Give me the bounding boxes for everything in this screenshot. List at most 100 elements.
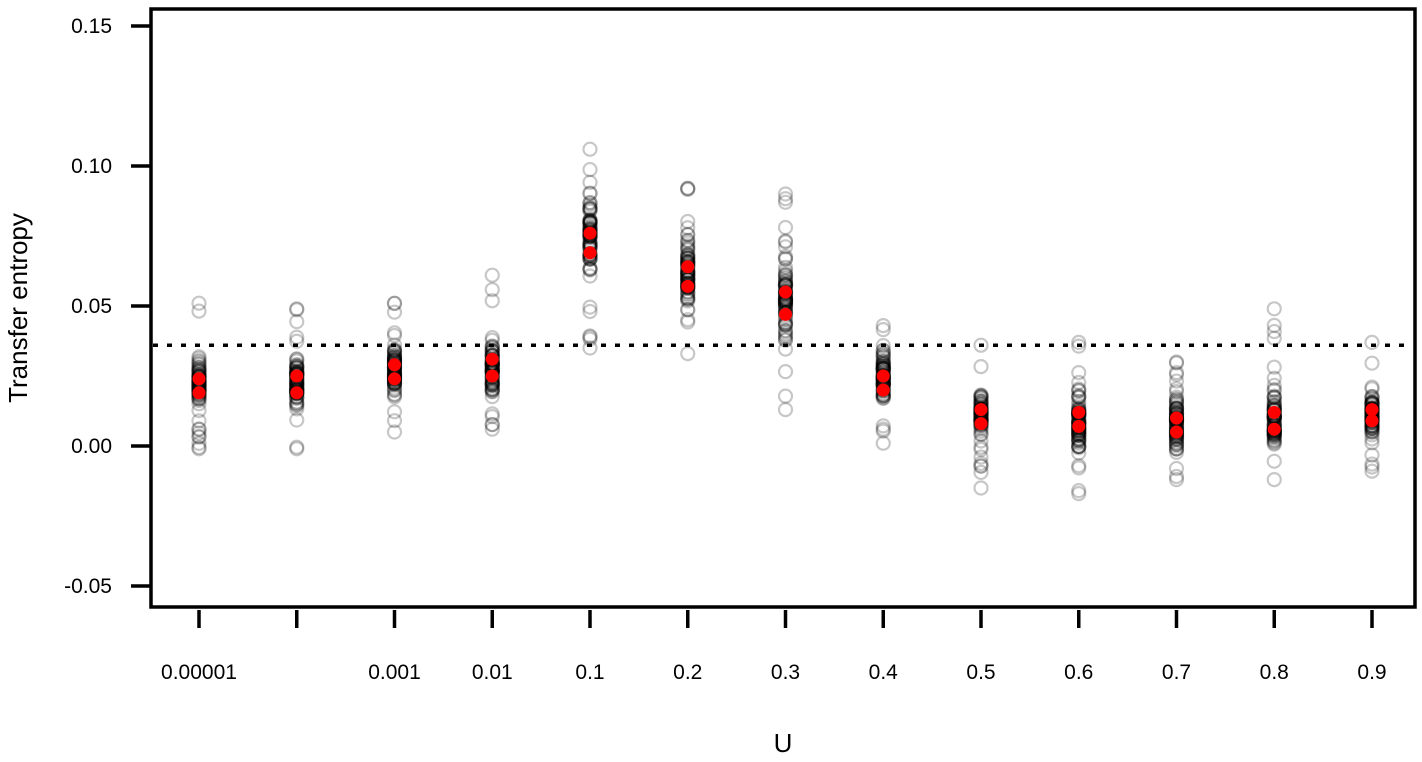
replicate-point <box>1266 370 1282 386</box>
replicate-point <box>1168 366 1185 383</box>
replicate-point <box>680 302 696 318</box>
replicate-point <box>1168 438 1185 454</box>
replicate-point <box>191 439 207 456</box>
replicate-point <box>777 341 794 357</box>
replicate-point <box>1071 381 1087 397</box>
replicate-point <box>484 406 500 422</box>
summary-point <box>1365 414 1379 428</box>
replicate-point <box>484 383 500 400</box>
replicate-point <box>582 212 598 228</box>
summary-point <box>192 386 206 400</box>
replicate-point <box>1266 381 1282 398</box>
replicate-point <box>289 441 305 457</box>
replicate-point <box>386 413 403 429</box>
replicate-point <box>1071 435 1087 451</box>
replicate-point <box>875 354 891 370</box>
replicate-point <box>191 402 207 419</box>
replicate-point <box>289 302 305 318</box>
replicate-point <box>777 250 794 267</box>
replicate-point <box>289 314 305 330</box>
replicate-point <box>875 318 891 334</box>
replicate-point <box>875 322 891 338</box>
summary-point <box>974 403 988 417</box>
replicate-point <box>680 180 696 197</box>
replicate-point <box>875 349 891 366</box>
replicate-point <box>680 314 696 330</box>
replicate-point <box>1266 389 1282 405</box>
replicate-point <box>777 323 794 339</box>
replicate-point <box>1071 389 1087 405</box>
replicate-point <box>484 381 500 398</box>
replicate-point <box>1364 379 1380 395</box>
replicate-point <box>1266 383 1282 399</box>
replicate-point <box>1168 441 1185 457</box>
replicate-point <box>191 441 207 457</box>
data-points-layer <box>191 141 1380 502</box>
replicate-point <box>582 262 598 278</box>
replicate-point <box>191 421 207 437</box>
replicate-point <box>777 263 794 279</box>
replicate-point <box>1364 459 1380 475</box>
replicate-point <box>484 384 500 400</box>
replicate-point <box>1168 354 1185 370</box>
replicate-point <box>1168 384 1185 400</box>
replicate-point <box>386 389 403 405</box>
replicate-point <box>191 421 207 437</box>
replicate-point <box>582 200 598 216</box>
replicate-point <box>1168 381 1185 397</box>
replicate-point <box>680 220 696 236</box>
replicate-point <box>777 259 794 275</box>
replicate-point <box>386 295 403 311</box>
replicate-point <box>973 458 989 474</box>
replicate-point <box>680 180 696 196</box>
replicate-point <box>1364 381 1380 397</box>
summary-point <box>1267 422 1281 436</box>
replicate-point <box>1071 440 1087 456</box>
summary-point <box>290 386 304 400</box>
replicate-point <box>289 301 305 317</box>
replicate-point <box>191 303 207 319</box>
replicate-point <box>777 186 794 202</box>
summary-point <box>583 246 597 260</box>
replicate-point <box>1168 391 1185 407</box>
replicate-point <box>973 388 989 404</box>
replicate-point <box>484 382 500 398</box>
replicate-point <box>191 428 207 445</box>
x-axis-title: U <box>774 728 793 758</box>
replicate-point <box>680 227 696 243</box>
replicate-point <box>1168 444 1185 460</box>
replicate-point <box>777 234 794 250</box>
replicate-point <box>680 241 696 257</box>
summary-point <box>485 369 499 383</box>
replicate-point <box>777 266 794 282</box>
summary-point <box>681 260 695 274</box>
replicate-point <box>1071 445 1087 461</box>
replicate-point <box>582 299 598 315</box>
replicate-point <box>973 358 989 375</box>
replicate-point <box>1071 382 1087 399</box>
replicate-point <box>973 387 989 404</box>
replicate-point <box>386 325 403 341</box>
replicate-point <box>875 352 891 368</box>
replicate-point <box>386 404 403 420</box>
summary-point <box>681 279 695 293</box>
replicate-point <box>777 267 794 283</box>
replicate-point <box>289 353 305 369</box>
replicate-point <box>777 269 794 285</box>
summary-point <box>1170 411 1183 425</box>
replicate-point <box>973 464 989 481</box>
replicate-point <box>1071 486 1087 502</box>
replicate-point <box>1364 463 1380 479</box>
y-axis-title: Transfer entropy <box>3 213 33 403</box>
y-tick-label: 0.05 <box>71 295 112 318</box>
replicate-point <box>680 346 696 362</box>
replicate-point <box>484 293 500 309</box>
summary-point <box>1072 419 1086 433</box>
replicate-point <box>680 312 696 328</box>
replicate-point <box>1071 374 1087 391</box>
summary-points-layer <box>192 226 1379 439</box>
replicate-point <box>777 271 794 287</box>
replicate-point <box>1266 453 1282 469</box>
replicate-point <box>875 418 891 434</box>
replicate-point <box>191 429 207 445</box>
